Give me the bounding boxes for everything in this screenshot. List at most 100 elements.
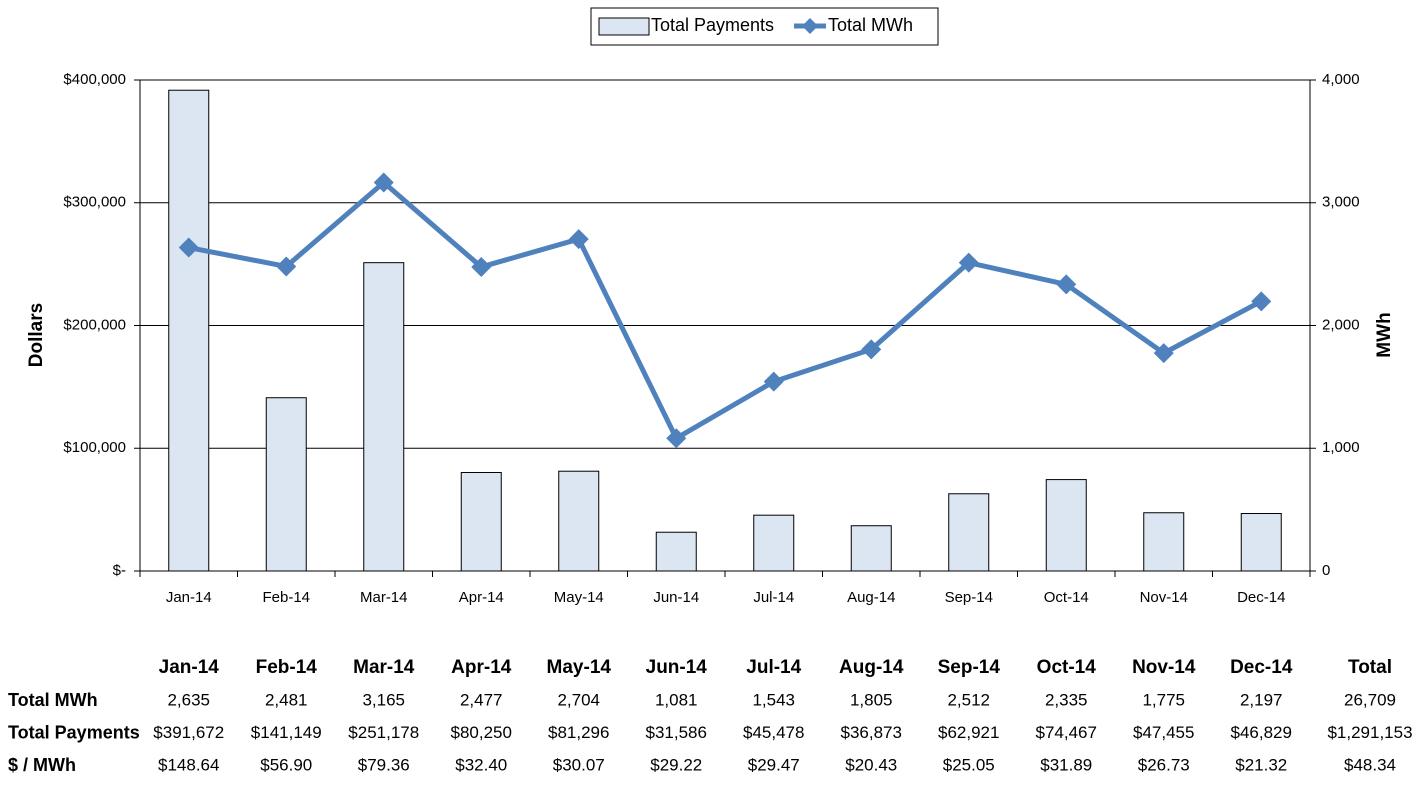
bar bbox=[948, 493, 990, 572]
table-cell: $21.32 bbox=[1235, 755, 1287, 774]
table-cell: $36,873 bbox=[841, 723, 902, 742]
bar bbox=[1143, 512, 1185, 572]
bar bbox=[850, 525, 892, 572]
table-header: Jan-14 bbox=[159, 657, 220, 678]
table-header: Nov-14 bbox=[1132, 657, 1196, 678]
table-cell: $45,478 bbox=[743, 723, 804, 742]
x-tick-label: Oct-14 bbox=[1044, 589, 1089, 606]
y-tick-label: $- bbox=[113, 562, 126, 579]
table-cell: $148.64 bbox=[158, 755, 219, 774]
table-cell: 2,704 bbox=[557, 690, 600, 709]
table-cell: 2,477 bbox=[460, 690, 503, 709]
table-cell: 1,543 bbox=[752, 690, 795, 709]
table-cell: $29.22 bbox=[650, 755, 702, 774]
table-cell: $80,250 bbox=[451, 723, 512, 742]
table-cell: $31,586 bbox=[646, 723, 707, 742]
bar bbox=[363, 262, 405, 572]
table-cell: $30.07 bbox=[553, 755, 605, 774]
legend-label: Total Payments bbox=[651, 15, 774, 35]
legend-marker bbox=[802, 18, 818, 34]
y-tick-label: $400,000 bbox=[63, 71, 126, 88]
y-axis-label: Dollars bbox=[26, 303, 47, 367]
y2-tick-label: 1,000 bbox=[1322, 439, 1360, 456]
table-cell: $251,178 bbox=[348, 723, 419, 742]
y-tick-label: $100,000 bbox=[63, 439, 126, 456]
x-tick-label: Feb-14 bbox=[262, 589, 310, 606]
x-tick-label: Sep-14 bbox=[945, 589, 993, 606]
y2-tick-label: 3,000 bbox=[1322, 194, 1360, 211]
marker bbox=[1153, 343, 1174, 364]
bar bbox=[168, 89, 210, 572]
table-cell: $32.40 bbox=[455, 755, 507, 774]
bar bbox=[558, 470, 600, 572]
marker bbox=[666, 428, 687, 449]
bar bbox=[753, 514, 795, 572]
table-cell: $48.34 bbox=[1344, 755, 1396, 774]
bar bbox=[655, 531, 697, 572]
table-cell: $74,467 bbox=[1036, 723, 1097, 742]
x-tick-label: Apr-14 bbox=[459, 589, 504, 606]
row-label: Total Payments bbox=[8, 722, 140, 742]
table-cell: $31.89 bbox=[1040, 755, 1092, 774]
legend-label: Total MWh bbox=[828, 15, 913, 35]
table-cell: 1,805 bbox=[850, 690, 893, 709]
table-cell: 2,197 bbox=[1240, 690, 1283, 709]
table-cell: 2,512 bbox=[947, 690, 990, 709]
table-header: May-14 bbox=[547, 657, 612, 678]
y2-axis-label: MWh bbox=[1374, 312, 1395, 357]
table-header: Aug-14 bbox=[839, 657, 904, 678]
marker bbox=[861, 339, 882, 360]
table-header: Mar-14 bbox=[353, 657, 415, 678]
line bbox=[188, 179, 1263, 441]
x-tick-label: May-14 bbox=[554, 589, 604, 606]
table-cell: $25.05 bbox=[943, 755, 995, 774]
marker bbox=[471, 256, 492, 277]
table-header: Sep-14 bbox=[938, 657, 1001, 678]
table-cell: $56.90 bbox=[260, 755, 312, 774]
table-cell: 1,081 bbox=[655, 690, 698, 709]
table-cell: $391,672 bbox=[153, 723, 224, 742]
table-cell: $81,296 bbox=[548, 723, 609, 742]
marker bbox=[568, 229, 589, 250]
table-header: Jul-14 bbox=[746, 657, 801, 678]
table-cell: $1,291,153 bbox=[1327, 723, 1412, 742]
y2-tick-label: 4,000 bbox=[1322, 71, 1360, 88]
table-cell: $47,455 bbox=[1133, 723, 1194, 742]
marker bbox=[1251, 291, 1272, 312]
table-cell: $62,921 bbox=[938, 723, 999, 742]
marker bbox=[178, 237, 199, 258]
x-tick-label: Mar-14 bbox=[360, 589, 408, 606]
table-cell: 2,635 bbox=[167, 690, 210, 709]
table-cell: $20.43 bbox=[845, 755, 897, 774]
x-tick-label: Dec-14 bbox=[1237, 589, 1285, 606]
row-label: Total MWh bbox=[8, 690, 98, 710]
y-tick-label: $200,000 bbox=[63, 316, 126, 333]
marker bbox=[763, 371, 784, 392]
table-header: Oct-14 bbox=[1037, 657, 1097, 678]
table-cell: 26,709 bbox=[1344, 690, 1396, 709]
bar bbox=[265, 397, 307, 572]
y-tick-label: $300,000 bbox=[63, 194, 126, 211]
x-tick-label: Jan-14 bbox=[166, 589, 212, 606]
x-tick-label: Jul-14 bbox=[753, 589, 794, 606]
marker bbox=[1056, 274, 1077, 295]
table-header: Apr-14 bbox=[451, 657, 512, 678]
legend-swatch bbox=[598, 17, 650, 36]
marker bbox=[276, 256, 297, 277]
table-cell: $79.36 bbox=[358, 755, 410, 774]
bar bbox=[460, 471, 502, 572]
bar bbox=[1045, 479, 1087, 572]
marker bbox=[373, 172, 394, 193]
x-tick-label: Jun-14 bbox=[653, 589, 699, 606]
row-label: $ / MWh bbox=[8, 755, 76, 775]
x-tick-label: Aug-14 bbox=[847, 589, 895, 606]
x-tick-label: Nov-14 bbox=[1140, 589, 1188, 606]
marker bbox=[958, 252, 979, 273]
table-cell: 1,775 bbox=[1142, 690, 1185, 709]
table-cell: $29.47 bbox=[748, 755, 800, 774]
table-cell: 3,165 bbox=[362, 690, 405, 709]
y2-tick-label: 0 bbox=[1322, 562, 1330, 579]
table-header: Feb-14 bbox=[256, 657, 318, 678]
table-cell: 2,335 bbox=[1045, 690, 1088, 709]
